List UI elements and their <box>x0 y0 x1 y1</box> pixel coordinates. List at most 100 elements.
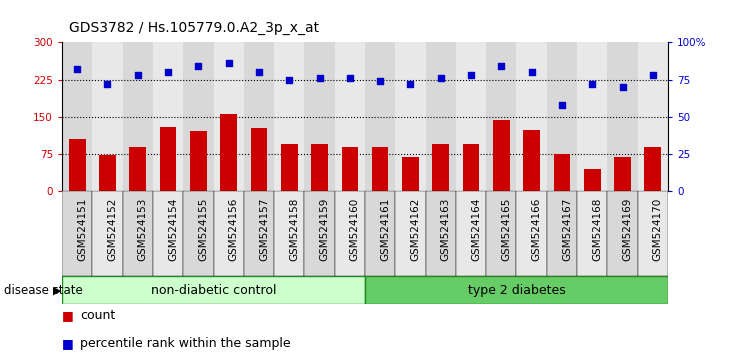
Bar <box>69 139 85 191</box>
Point <box>314 75 326 81</box>
Text: GSM524165: GSM524165 <box>502 198 511 261</box>
Bar <box>577 42 607 191</box>
Bar <box>244 191 274 276</box>
Bar <box>607 191 638 276</box>
Bar <box>99 155 116 191</box>
Bar <box>426 42 456 191</box>
Point <box>556 102 568 108</box>
Text: GSM524154: GSM524154 <box>168 198 178 261</box>
Bar <box>402 158 419 191</box>
Text: GSM524157: GSM524157 <box>259 198 269 261</box>
Bar <box>274 191 304 276</box>
Text: GSM524151: GSM524151 <box>77 198 87 261</box>
Point <box>193 63 204 69</box>
Text: GSM524161: GSM524161 <box>380 198 390 261</box>
Bar <box>607 42 638 191</box>
Bar <box>153 191 183 276</box>
Bar <box>93 42 123 191</box>
Bar <box>614 158 631 191</box>
Text: GDS3782 / Hs.105779.0.A2_3p_x_at: GDS3782 / Hs.105779.0.A2_3p_x_at <box>69 21 320 35</box>
Text: GSM524169: GSM524169 <box>623 198 632 261</box>
Bar <box>517 191 547 276</box>
Bar <box>456 191 486 276</box>
Point <box>344 75 356 81</box>
Bar <box>523 130 540 191</box>
Bar <box>281 144 298 191</box>
Text: GSM524162: GSM524162 <box>410 198 420 261</box>
Bar <box>214 191 244 276</box>
Point <box>72 67 83 72</box>
Bar <box>335 191 365 276</box>
Point <box>496 63 507 69</box>
Text: GSM524158: GSM524158 <box>289 198 299 261</box>
Text: type 2 diabetes: type 2 diabetes <box>468 284 565 297</box>
Point <box>253 69 265 75</box>
Bar <box>638 191 668 276</box>
Point <box>223 61 234 66</box>
Bar <box>214 42 244 191</box>
Bar <box>342 147 358 191</box>
Text: GSM524160: GSM524160 <box>350 198 360 261</box>
Bar <box>183 191 214 276</box>
Bar <box>372 147 388 191</box>
Point <box>647 72 658 78</box>
Text: GSM524168: GSM524168 <box>592 198 602 261</box>
Bar <box>577 191 607 276</box>
Bar <box>123 42 153 191</box>
Bar <box>486 191 517 276</box>
Text: count: count <box>80 309 115 321</box>
Text: GSM524159: GSM524159 <box>320 198 329 261</box>
Bar <box>153 42 183 191</box>
Text: GSM524166: GSM524166 <box>531 198 542 261</box>
Text: GSM524156: GSM524156 <box>228 198 239 261</box>
Point <box>617 84 629 90</box>
Bar <box>493 120 510 191</box>
Point <box>162 69 174 75</box>
Bar <box>304 42 335 191</box>
Bar <box>517 42 547 191</box>
Text: GSM524170: GSM524170 <box>653 198 663 261</box>
Bar <box>190 131 207 191</box>
Bar <box>304 191 335 276</box>
Bar <box>463 144 480 191</box>
Bar <box>547 191 577 276</box>
Bar <box>335 42 365 191</box>
Bar <box>396 191 426 276</box>
Bar <box>220 114 237 191</box>
Point <box>465 72 477 78</box>
Text: ■: ■ <box>62 337 74 350</box>
Bar <box>432 144 449 191</box>
Text: GSM524167: GSM524167 <box>562 198 572 261</box>
Text: percentile rank within the sample: percentile rank within the sample <box>80 337 291 350</box>
Text: GSM524152: GSM524152 <box>107 198 118 261</box>
Point <box>404 81 416 87</box>
Point <box>586 81 598 87</box>
Bar <box>244 42 274 191</box>
Bar <box>456 42 486 191</box>
Point <box>374 78 386 84</box>
Text: GSM524153: GSM524153 <box>138 198 147 261</box>
Text: GSM524155: GSM524155 <box>199 198 208 261</box>
Point <box>435 75 447 81</box>
Bar <box>274 42 304 191</box>
Bar <box>553 154 570 191</box>
Text: non-diabetic control: non-diabetic control <box>151 284 276 297</box>
Point <box>132 72 144 78</box>
Bar <box>645 147 661 191</box>
Bar <box>160 127 177 191</box>
Point <box>526 69 537 75</box>
Text: GSM524163: GSM524163 <box>441 198 450 261</box>
Bar <box>311 144 328 191</box>
Bar <box>584 169 601 191</box>
Text: GSM524164: GSM524164 <box>471 198 481 261</box>
Bar <box>486 42 517 191</box>
Bar <box>123 191 153 276</box>
Bar <box>365 191 396 276</box>
Bar <box>638 42 668 191</box>
Bar <box>365 42 396 191</box>
Bar <box>365 276 668 304</box>
Bar <box>426 191 456 276</box>
Bar <box>62 191 93 276</box>
Text: ■: ■ <box>62 309 74 321</box>
Bar <box>62 276 365 304</box>
